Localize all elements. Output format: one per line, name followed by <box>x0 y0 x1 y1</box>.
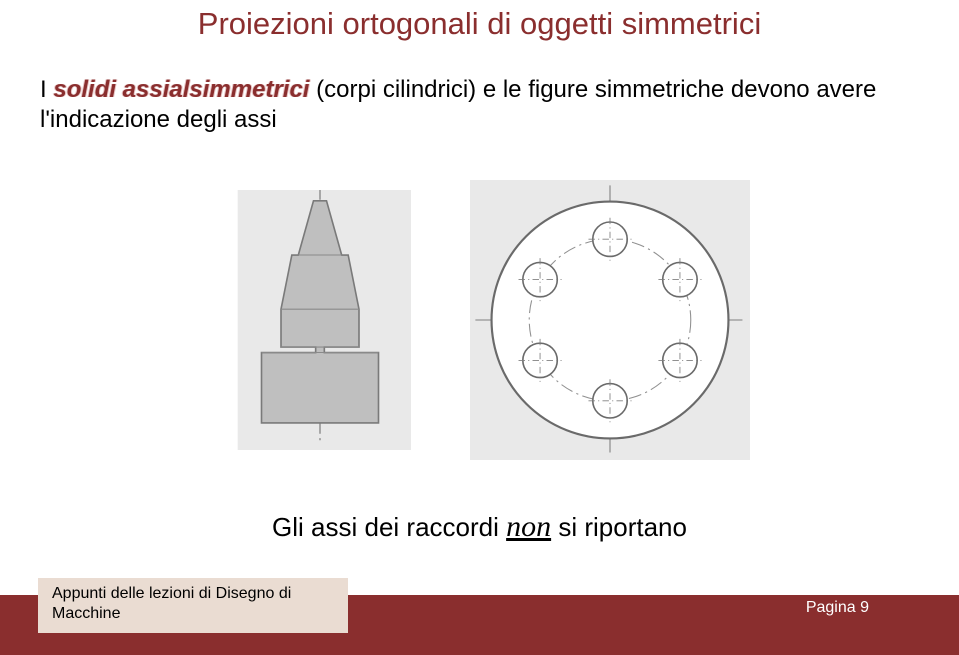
body-rest1: (corpi cilindrici) e le figure simmetric… <box>309 76 876 103</box>
body-paragraph: I solidi assialsimmetrici (corpi cilindr… <box>40 75 920 135</box>
caption-before: Gli assi dei raccordi <box>272 512 506 542</box>
figures-container <box>220 170 740 490</box>
page-title: Proiezioni ortogonali di oggetti simmetr… <box>0 6 959 42</box>
page-number: Pagina 9 <box>806 599 869 617</box>
figure-left <box>220 190 420 450</box>
caption-non: non <box>506 510 551 543</box>
body-line2: l'indicazione degli assi <box>40 106 277 133</box>
footer-card: Appunti delle lezioni di Disegno di Macc… <box>38 578 348 633</box>
body-lead: I <box>40 76 53 103</box>
body-emphasis: solidi assialsimmetrici <box>53 76 309 103</box>
figure-caption: Gli assi dei raccordi non si riportano <box>0 510 959 544</box>
footer-line1: Appunti delle lezioni di Disegno di <box>52 584 334 604</box>
footer-line2: Macchine <box>52 604 334 624</box>
caption-after: si riportano <box>551 512 687 542</box>
figure-right <box>470 180 750 460</box>
